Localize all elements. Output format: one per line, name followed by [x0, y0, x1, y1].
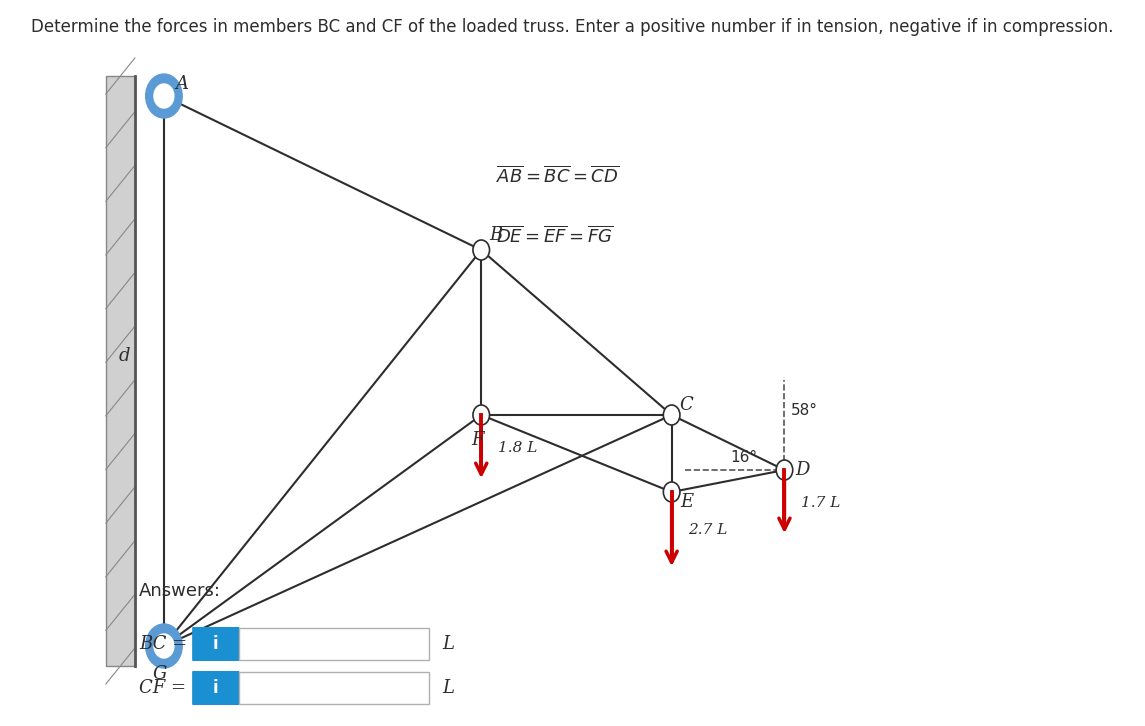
Text: G: G [152, 665, 167, 683]
Text: Determine the forces in members BC and CF of the loaded truss. Enter a positive : Determine the forces in members BC and C… [31, 18, 1114, 36]
Text: d: d [118, 347, 129, 365]
Text: 2.7 L: 2.7 L [688, 523, 727, 537]
FancyBboxPatch shape [192, 671, 239, 705]
FancyBboxPatch shape [192, 627, 239, 661]
Text: 58°: 58° [791, 403, 818, 418]
Text: C: C [680, 396, 694, 414]
Text: F: F [471, 431, 483, 449]
Text: $\overline{AB} = \overline{BC} = \overline{CD}$: $\overline{AB} = \overline{BC} = \overli… [496, 166, 619, 187]
Circle shape [153, 84, 174, 108]
Circle shape [663, 405, 680, 425]
FancyBboxPatch shape [238, 672, 429, 704]
Circle shape [145, 624, 182, 668]
Text: E: E [680, 493, 693, 511]
Text: Answers:: Answers: [139, 582, 221, 600]
Text: 1.8 L: 1.8 L [498, 441, 537, 455]
Text: L: L [442, 679, 453, 697]
Text: 1.7 L: 1.7 L [802, 496, 840, 510]
Text: D: D [796, 461, 810, 479]
Text: L: L [442, 635, 453, 653]
FancyBboxPatch shape [238, 628, 429, 660]
Circle shape [663, 482, 680, 502]
Circle shape [153, 634, 174, 658]
Text: i: i [213, 635, 219, 653]
Text: B: B [490, 226, 503, 244]
Bar [105, 76, 135, 666]
Circle shape [473, 405, 490, 425]
Circle shape [145, 74, 182, 118]
Text: i: i [213, 679, 219, 697]
Circle shape [776, 460, 792, 480]
Text: CF =: CF = [139, 679, 187, 697]
Text: $\overline{DE} = \overline{EF} = \overline{FG}$: $\overline{DE} = \overline{EF} = \overli… [496, 226, 614, 246]
Text: 16°: 16° [731, 450, 758, 465]
Text: BC =: BC = [139, 635, 188, 653]
Text: A: A [175, 75, 189, 93]
Circle shape [473, 240, 490, 260]
